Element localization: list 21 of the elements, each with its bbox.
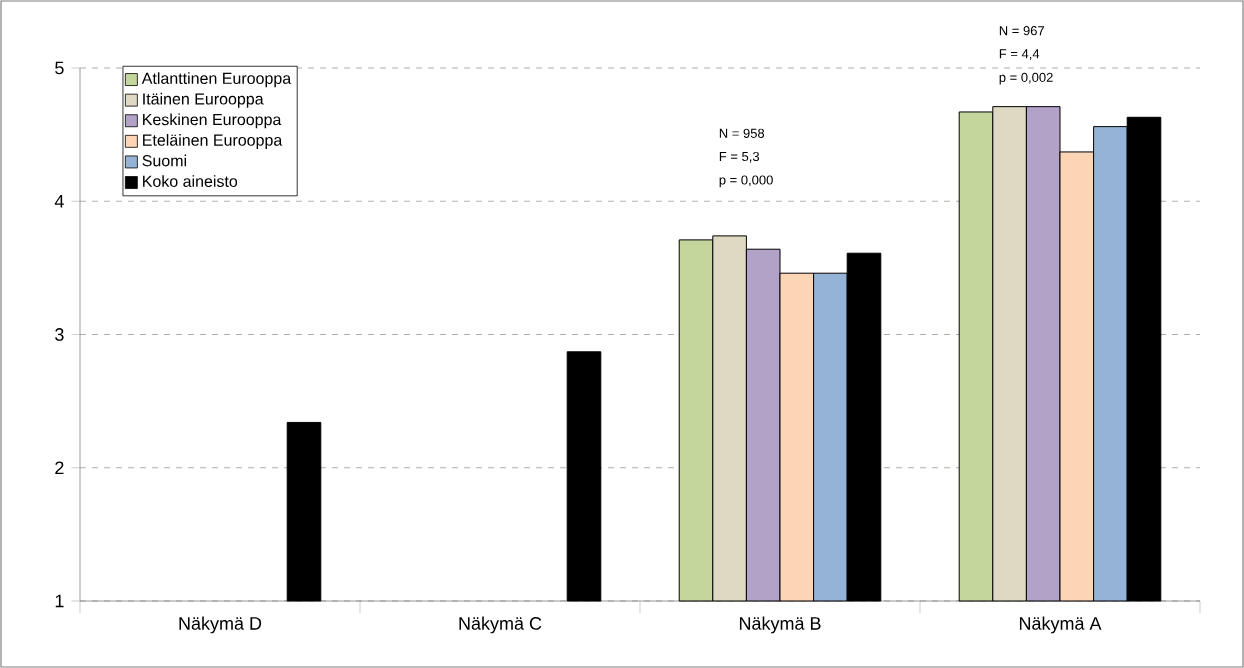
y-tick-label: 2 [55, 461, 64, 475]
text: N = 967 [999, 26, 1044, 36]
x-tick-label: Näkymä C [459, 616, 542, 634]
legend-label: Eteläinen Eurooppa [143, 134, 283, 149]
legend-label: Suomi [142, 154, 187, 167]
legend-label: Keskinen Eurooppa [143, 113, 282, 129]
y-tick-label: 4 [54, 195, 64, 208]
annotation: F = 5,3 [719, 151, 760, 163]
legend-label: Koko aineisto [143, 175, 238, 187]
y-tick-label: 1 [55, 594, 64, 608]
x-tick-label: Näkymä B [739, 616, 821, 634]
legend-label: Atlanttinen Eurooppa [141, 72, 292, 88]
text: F = 4,4 [999, 49, 1040, 60]
x-tick-label: Näkymä A [1019, 616, 1102, 634]
annotation: N = 958 [719, 128, 765, 138]
legend-label: Itäinen Eurooppa [143, 92, 264, 108]
annotation: p = 0,000 [719, 175, 773, 188]
x-tick-label: Näkymä D [179, 616, 262, 634]
y-tick-label: 3 [55, 328, 64, 341]
annotation: p = 0,002 [999, 72, 1053, 85]
y-tick-label: 5 [55, 61, 64, 75]
